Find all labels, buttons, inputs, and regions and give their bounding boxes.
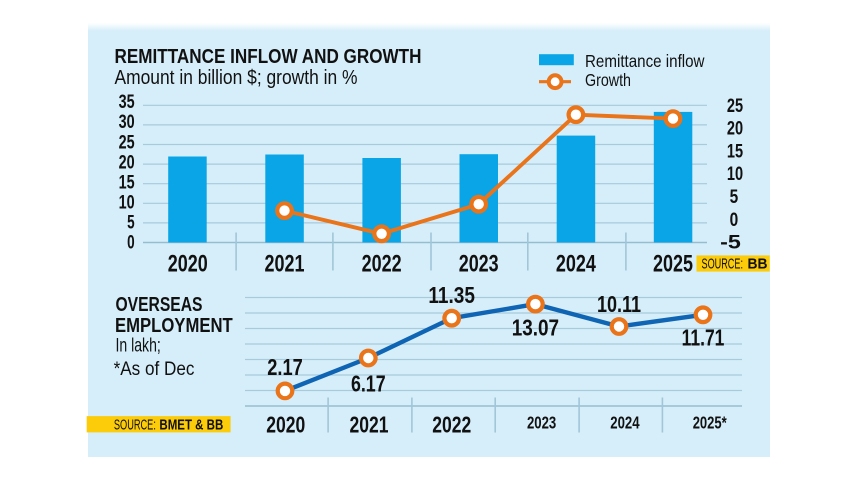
svg-text:SOURCE:: SOURCE: <box>114 417 156 433</box>
svg-text:2024: 2024 <box>610 413 640 433</box>
svg-text:25: 25 <box>119 132 135 153</box>
svg-text:20: 20 <box>727 118 743 140</box>
svg-text:10: 10 <box>727 163 743 185</box>
svg-text:2.17: 2.17 <box>267 354 303 380</box>
svg-text:20: 20 <box>119 152 135 173</box>
svg-text:5: 5 <box>730 186 739 208</box>
svg-text:BMET & BB: BMET & BB <box>159 417 223 433</box>
svg-text:30: 30 <box>119 112 135 133</box>
svg-text:*As of Dec: *As of Dec <box>114 358 195 380</box>
svg-text:Remittance inflow: Remittance inflow <box>585 51 705 71</box>
svg-text:0: 0 <box>127 233 135 254</box>
svg-text:EMPLOYMENT: EMPLOYMENT <box>115 315 233 337</box>
svg-text:REMITTANCE INFLOW AND GROWTH: REMITTANCE INFLOW AND GROWTH <box>115 46 422 68</box>
svg-text:15: 15 <box>119 172 135 193</box>
svg-text:2023: 2023 <box>459 250 499 277</box>
svg-text:5: 5 <box>127 212 135 233</box>
svg-text:2021: 2021 <box>265 250 305 277</box>
svg-text:2023: 2023 <box>527 413 556 433</box>
svg-text:2022: 2022 <box>432 411 471 437</box>
svg-text:35: 35 <box>119 92 135 113</box>
svg-text:2022: 2022 <box>362 250 402 277</box>
svg-text:2025: 2025 <box>653 250 693 277</box>
svg-text:In lakh;: In lakh; <box>116 335 161 356</box>
svg-text:25: 25 <box>727 95 743 117</box>
svg-text:-5: -5 <box>720 232 741 254</box>
svg-text:13.07: 13.07 <box>512 314 559 340</box>
svg-text:10: 10 <box>119 192 135 213</box>
svg-text:11.71: 11.71 <box>682 325 725 351</box>
svg-text:Growth: Growth <box>585 70 631 90</box>
svg-text:2020: 2020 <box>266 411 305 437</box>
svg-text:OVERSEAS: OVERSEAS <box>116 294 203 316</box>
svg-text:10.11: 10.11 <box>597 291 641 317</box>
svg-text:6.17: 6.17 <box>351 370 386 396</box>
svg-text:0: 0 <box>730 209 739 231</box>
svg-text:2024: 2024 <box>556 250 597 277</box>
svg-text:2020: 2020 <box>168 250 208 277</box>
svg-text:11.35: 11.35 <box>428 282 475 308</box>
svg-text:Amount in billion $; growth in: Amount in billion $; growth in % <box>115 67 358 89</box>
svg-text:SOURCE:: SOURCE: <box>702 256 744 272</box>
svg-text:BB: BB <box>748 256 768 272</box>
svg-text:2021: 2021 <box>350 411 389 437</box>
svg-text:2025*: 2025* <box>693 413 727 433</box>
svg-text:15: 15 <box>727 140 743 162</box>
